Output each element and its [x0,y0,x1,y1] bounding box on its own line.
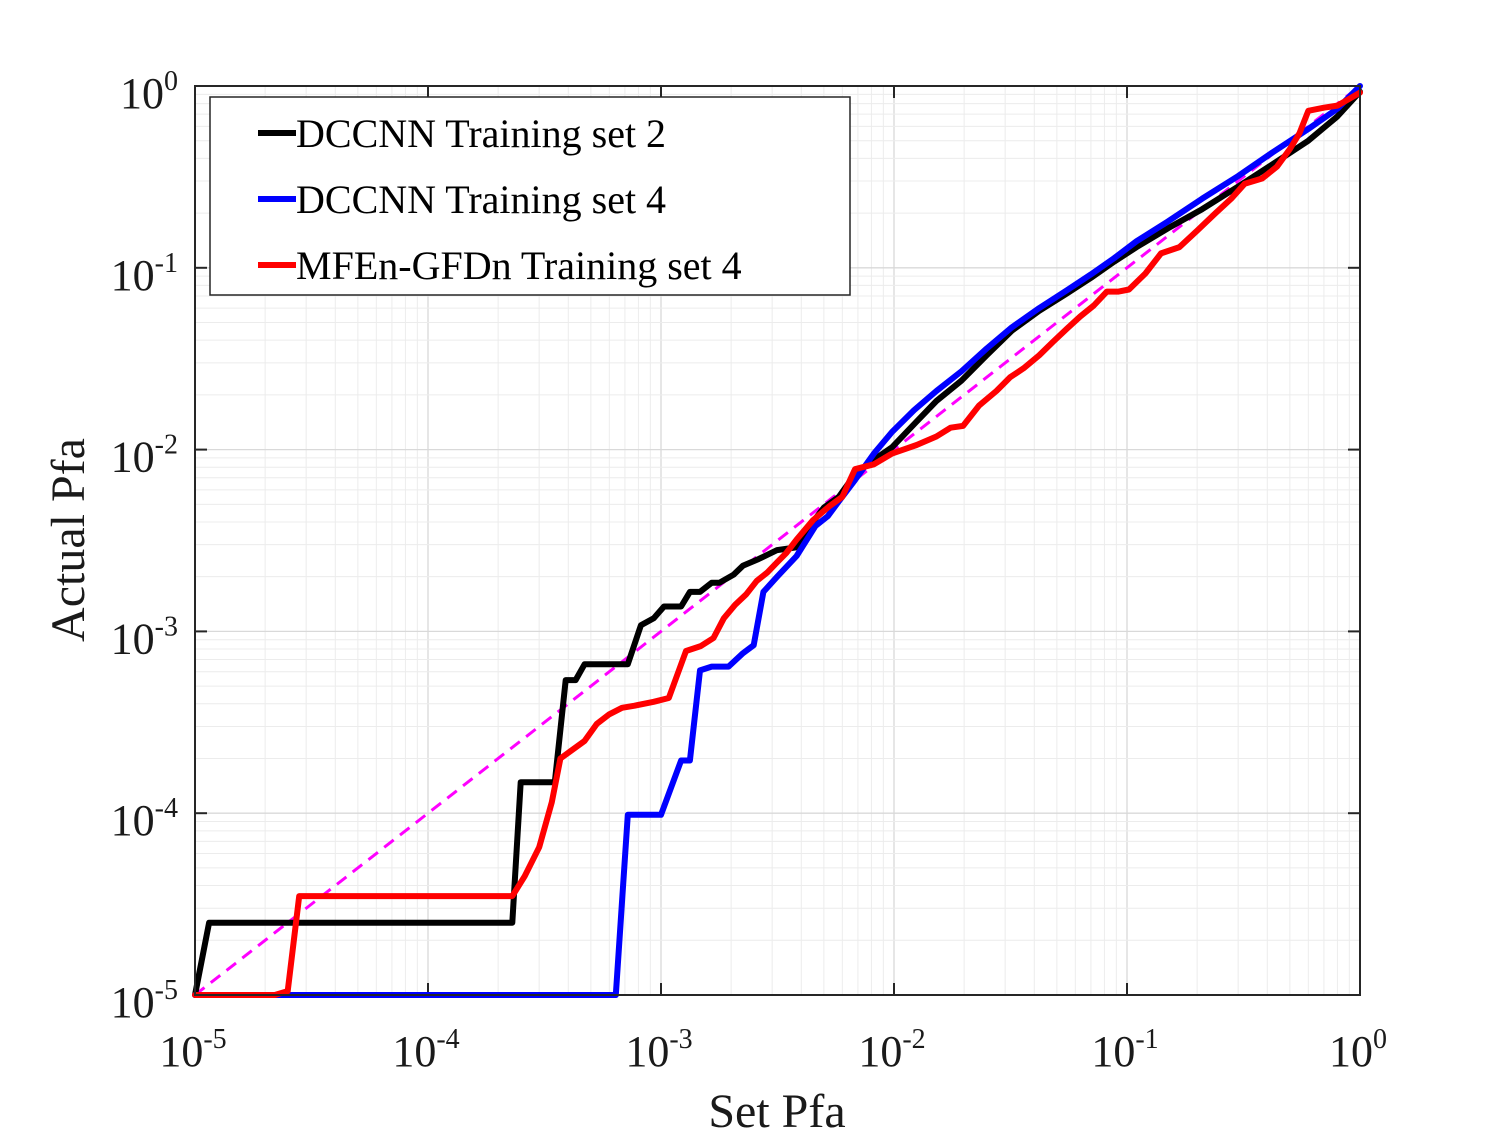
x-tick-label: 100 [1329,1024,1387,1076]
y-tick-label: 10-5 [111,975,178,1027]
legend-label: MFEn-GFDn Training set 4 [296,243,742,288]
series-group [192,83,1363,998]
y-tick-label: 100 [120,66,178,118]
legend: DCCNN Training set 2 DCCNN Training set 4… [209,96,851,296]
x-tick-label: 10-4 [392,1024,459,1076]
y-tick-label: 10-4 [111,793,178,845]
series-line-2 [192,83,1363,998]
legend-label: DCCNN Training set 4 [296,177,666,222]
x-tick-label: 10-1 [1091,1024,1158,1076]
x-axis-title: Set Pfa [708,1085,845,1138]
plot-frame [194,85,1361,996]
legend-label: DCCNN Training set 2 [296,111,666,156]
y-tick-label: 10-1 [111,248,178,300]
reference-line [194,84,1361,997]
y-tick-label: 10-2 [111,430,178,482]
y-tick-label: 10-3 [111,611,178,663]
reference-line-group [194,84,1361,997]
y-axis-title: Actual Pfa [42,438,95,642]
series-line-3 [192,89,1363,998]
legend-box [209,96,851,296]
x-tick-label: 10-3 [625,1024,692,1076]
x-tick-label: 10-2 [858,1024,925,1076]
x-tick-label: 10-5 [159,1024,226,1076]
y-tick-labels: 10-5 10-4 10-3 10-2 10-1 100 [111,66,178,1027]
x-tick-labels: 10-5 10-4 10-3 10-2 10-1 100 [159,1024,1387,1076]
